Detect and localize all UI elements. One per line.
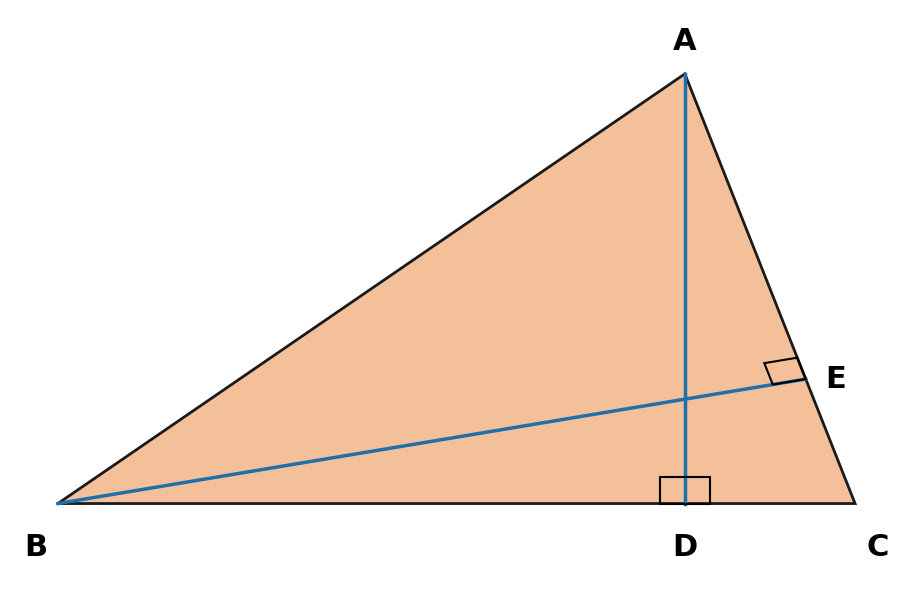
Text: D: D bbox=[672, 532, 697, 561]
Text: E: E bbox=[824, 365, 845, 393]
Text: B: B bbox=[23, 532, 47, 561]
Text: A: A bbox=[673, 28, 696, 57]
Text: C: C bbox=[865, 532, 888, 561]
Polygon shape bbox=[58, 74, 854, 504]
